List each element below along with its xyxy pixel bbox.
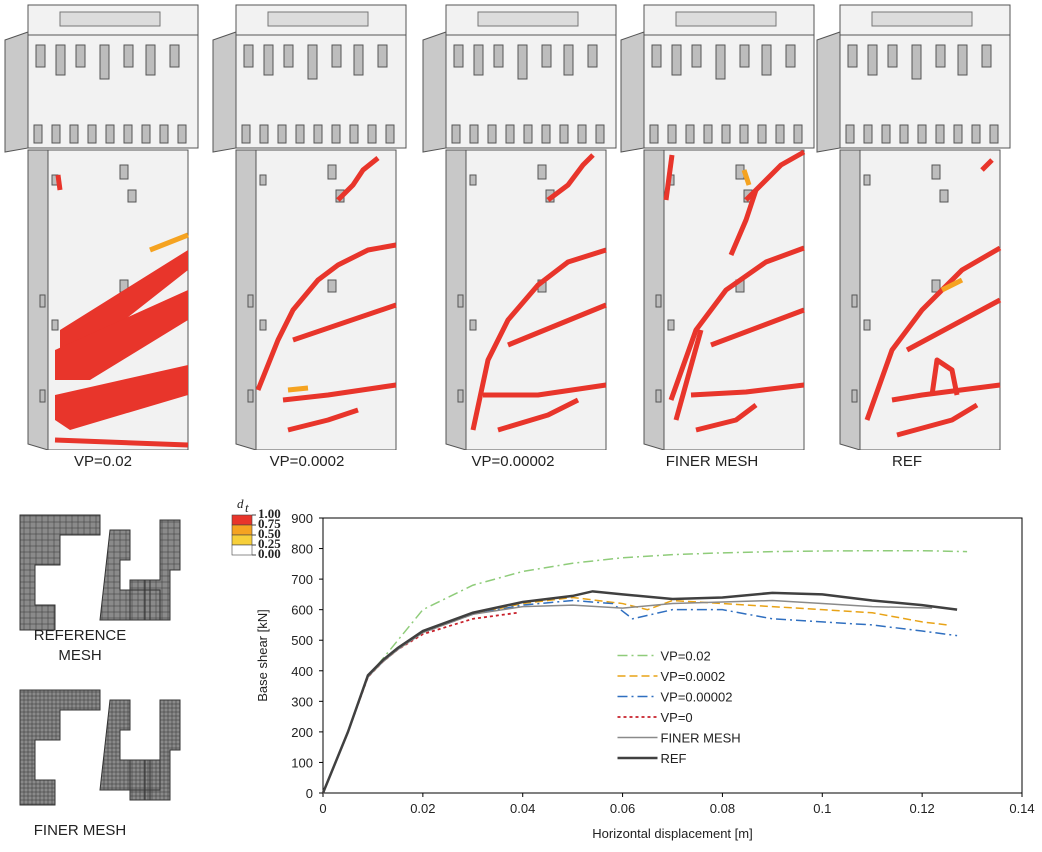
tower-panel: [213, 5, 406, 450]
colorbar-swatch: [231, 534, 253, 546]
legend-label: VP=0.02: [661, 649, 711, 664]
colorbar-tick-label: 1.00: [258, 506, 281, 521]
x-tick-label: 0.12: [909, 801, 934, 816]
series-line: [321, 590, 958, 794]
panel-label: REF: [892, 453, 922, 470]
series-line: [322, 599, 933, 794]
legend-label: VP=0.00002: [661, 690, 733, 705]
legend-label: FINER MESH: [661, 731, 741, 746]
series-line: [322, 596, 948, 794]
y-tick-label: 900: [291, 511, 313, 526]
colorbar-swatch: [231, 524, 253, 536]
y-tick-label: 500: [291, 633, 313, 648]
x-axis-title: Horizontal displacement [m]: [592, 826, 752, 841]
mesh-label: MESH: [58, 647, 101, 664]
y-tick-label: 800: [291, 542, 313, 557]
mesh-label: FINER MESH: [34, 822, 127, 839]
tower-panel: [817, 5, 1010, 450]
y-tick-label: 200: [291, 725, 313, 740]
panel-label: FINER MESH: [666, 453, 759, 470]
y-tick-label: 100: [291, 755, 313, 770]
y-axis-title: Base shear [kN]: [255, 609, 270, 702]
tower-panel: [5, 5, 198, 450]
panel-label: VP=0.02: [74, 453, 132, 470]
y-tick-label: 300: [291, 694, 313, 709]
x-tick-label: 0.06: [610, 801, 635, 816]
y-tick-label: 700: [291, 572, 313, 587]
legend-label: REF: [661, 751, 687, 766]
colorbar-swatch: [231, 544, 253, 556]
colorbar-tick-label: 0.75: [258, 516, 281, 531]
panel-label: VP=0.00002: [472, 453, 555, 470]
y-tick-label: 0: [306, 786, 313, 801]
series-line: [322, 549, 968, 794]
x-tick-label: 0.1: [813, 801, 831, 816]
colorbar-tick-label: 0.25: [258, 536, 281, 551]
plot-frame: [322, 517, 1023, 794]
y-tick-label: 400: [291, 664, 313, 679]
colorbar-tick-label: 0.50: [258, 526, 281, 541]
tower-panel: [621, 5, 814, 450]
x-tick-label: 0.04: [510, 801, 535, 816]
colorbar-tick-label: 0.00: [258, 546, 281, 561]
x-tick-label: 0.02: [410, 801, 435, 816]
x-tick-label: 0.08: [710, 801, 735, 816]
colorbar-title: d: [237, 496, 244, 511]
colorbar-swatch: [231, 514, 253, 526]
legend-label: VP=0.0002: [661, 669, 726, 684]
series-line: [322, 611, 518, 794]
colorbar-subscript: t: [245, 500, 249, 515]
tower-panel: [423, 5, 616, 450]
panel-label: VP=0.0002: [270, 453, 345, 470]
legend-label: VP=0: [661, 710, 693, 725]
x-tick-label: 0: [319, 801, 326, 816]
mesh-label: REFERENCE: [34, 627, 127, 644]
x-tick-label: 0.14: [1009, 801, 1034, 816]
mesh-diagram: [19, 514, 181, 806]
y-tick-label: 600: [291, 603, 313, 618]
